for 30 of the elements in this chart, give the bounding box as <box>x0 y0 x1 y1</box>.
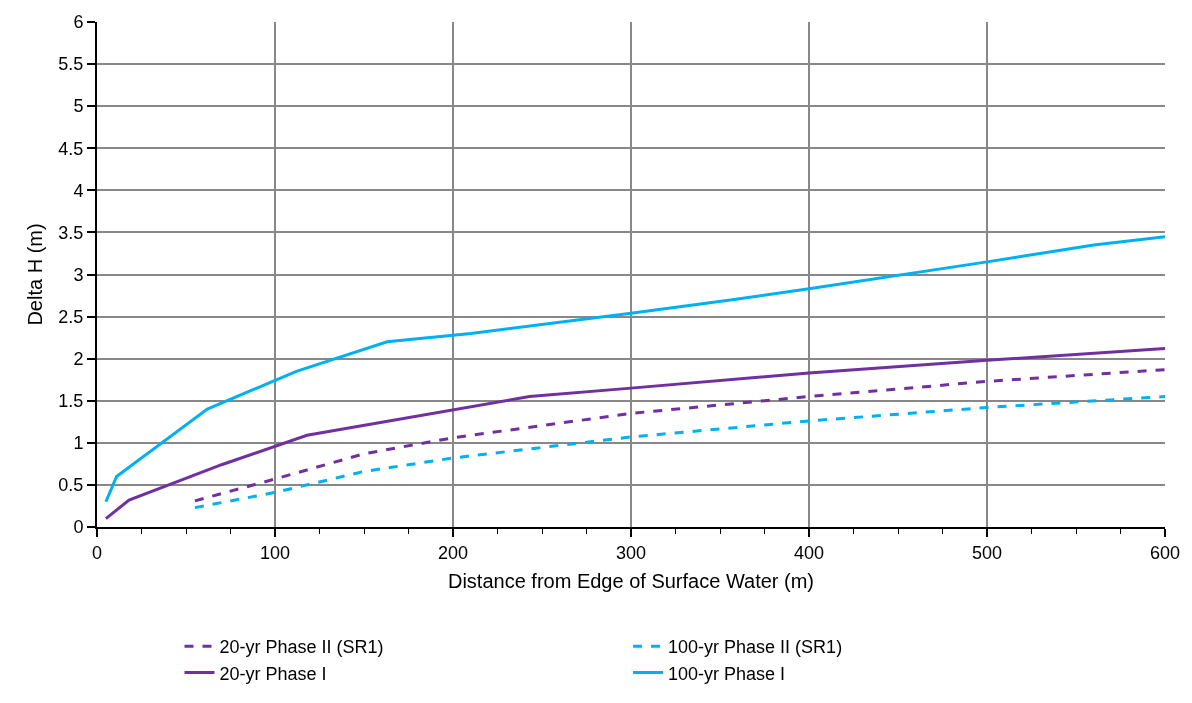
y-tick-label: 4.5 <box>58 138 84 159</box>
y-tick-label: 1 <box>73 433 84 454</box>
y-tick-label: 4 <box>73 180 84 201</box>
x-tick-label: 200 <box>437 542 469 563</box>
y-tick-label: 5.5 <box>58 54 84 75</box>
legend-label: 100-yr Phase I <box>668 663 786 684</box>
y-tick-label: 5 <box>73 96 84 117</box>
x-tick-label: 0 <box>91 542 103 563</box>
x-axis-title: Distance from Edge of Surface Water (m) <box>447 569 815 592</box>
legend-label: 20-yr Phase I <box>219 663 327 684</box>
y-tick-label: 2 <box>73 348 84 369</box>
x-tick-label: 500 <box>971 542 1003 563</box>
y-tick-label: 3.5 <box>58 222 84 243</box>
line-series <box>104 347 1165 521</box>
line-series <box>104 235 1165 504</box>
y-tick-label: 2.5 <box>58 306 84 327</box>
line-series <box>193 395 1165 510</box>
x-tick-label: 100 <box>259 542 291 563</box>
legend-label: 20-yr Phase II (SR1) <box>219 637 384 658</box>
y-axis-title: Delta H (m) <box>24 223 47 326</box>
y-tick-label: 0.5 <box>58 475 84 496</box>
legend-label: 100-yr Phase II (SR1) <box>668 637 843 658</box>
x-tick-label: 600 <box>1149 542 1181 563</box>
y-tick-label: 1.5 <box>58 391 84 412</box>
y-tick-label: 0 <box>73 517 84 538</box>
y-tick-label: 6 <box>73 12 84 33</box>
x-tick-label: 300 <box>615 542 647 563</box>
y-tick-label: 3 <box>73 264 84 285</box>
line-series <box>193 368 1165 503</box>
x-tick-label: 400 <box>793 542 825 563</box>
